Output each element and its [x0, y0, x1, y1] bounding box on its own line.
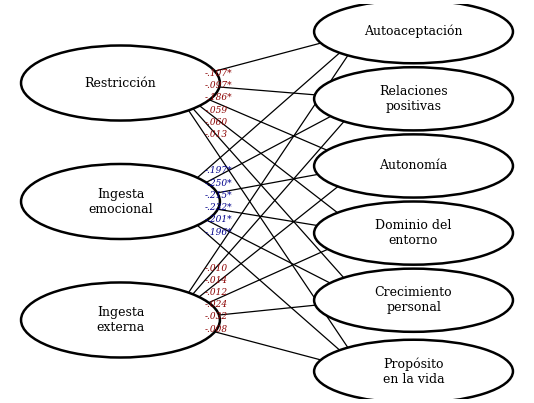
Text: -.186*: -.186* [205, 93, 233, 102]
Text: -.232*: -.232* [205, 203, 233, 212]
Text: Propósito
en la vida: Propósito en la vida [383, 357, 444, 386]
Text: -.008: -.008 [205, 325, 228, 334]
Text: -.032: -.032 [205, 312, 228, 321]
Text: Dominio del
entorno: Dominio del entorno [375, 219, 452, 247]
Text: Restricción: Restricción [84, 77, 156, 89]
Ellipse shape [21, 283, 220, 357]
Text: -.014: -.014 [205, 276, 228, 285]
Text: -.201*: -.201* [205, 215, 233, 224]
Text: -.197*: -.197* [205, 166, 233, 175]
Text: Autonomía: Autonomía [379, 160, 447, 172]
Text: Autoaceptación: Autoaceptación [364, 25, 463, 38]
Ellipse shape [314, 67, 513, 131]
Text: Ingesta
emocional: Ingesta emocional [88, 187, 153, 216]
Text: Relaciones
positivas: Relaciones positivas [379, 85, 448, 113]
Ellipse shape [21, 164, 220, 239]
Text: -.215*: -.215* [205, 191, 233, 199]
Ellipse shape [314, 269, 513, 332]
Ellipse shape [314, 202, 513, 265]
Text: -.024: -.024 [205, 300, 228, 309]
Text: -.010: -.010 [205, 264, 228, 272]
Text: -.013: -.013 [205, 131, 228, 139]
Text: -.196*: -.196* [205, 228, 233, 237]
Text: -.250*: -.250* [205, 179, 233, 187]
Text: -.107*: -.107* [205, 69, 233, 78]
Text: Crecimiento
personal: Crecimiento personal [375, 286, 452, 314]
Text: -.012: -.012 [205, 288, 228, 297]
Text: -.060: -.060 [205, 118, 228, 127]
Ellipse shape [314, 340, 513, 403]
Text: -.097*: -.097* [205, 81, 233, 90]
Text: Ingesta
externa: Ingesta externa [96, 306, 145, 334]
Ellipse shape [314, 134, 513, 197]
Ellipse shape [314, 0, 513, 63]
Ellipse shape [21, 46, 220, 120]
Text: -.059: -.059 [205, 106, 228, 114]
